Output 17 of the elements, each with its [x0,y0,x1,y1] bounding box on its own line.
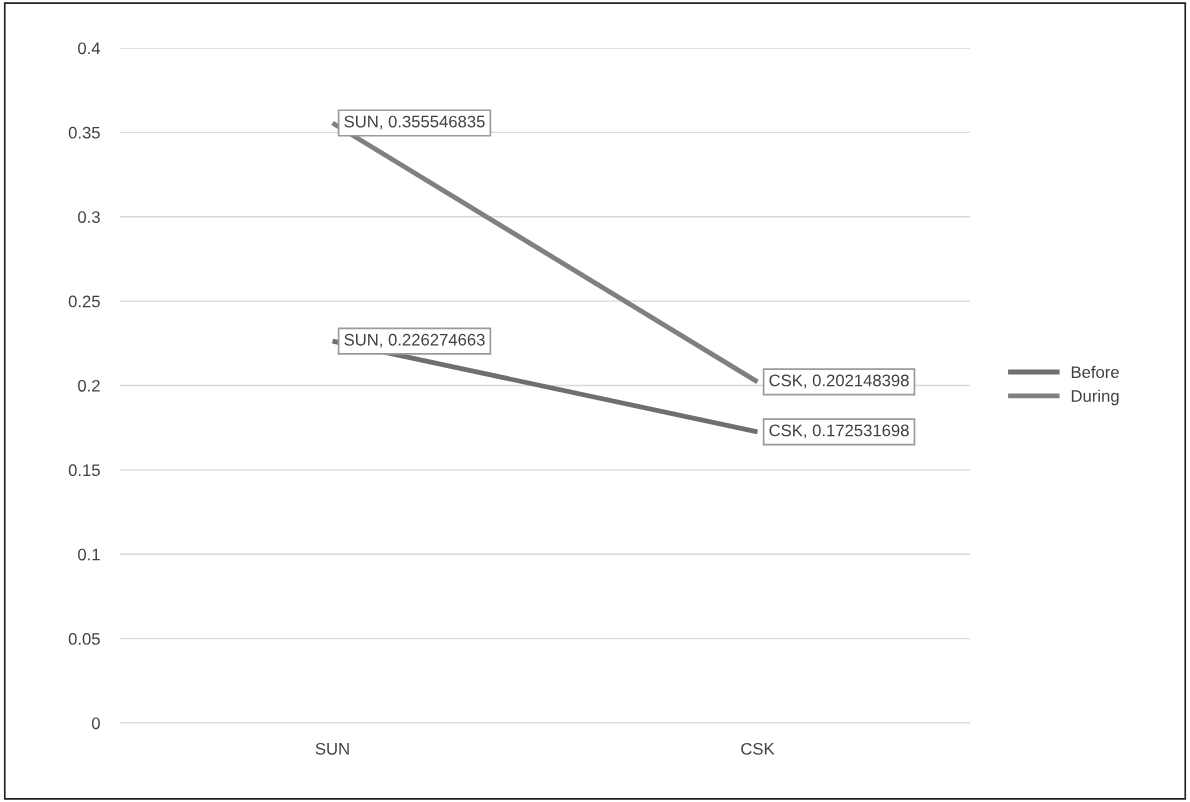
y-tick-label: 0.15 [68,464,100,477]
legend-label: During [1071,389,1119,406]
y-tick-label: 0.4 [78,42,101,55]
y-tick-label: 0.05 [68,633,100,645]
y-tick-label: 0 [91,717,100,730]
y-tick-label: 0.1 [78,548,100,561]
legend-label: Before [1071,365,1119,379]
x-tick-label: CSK [741,742,775,755]
data-label: CSK, 0.172531698 [769,424,909,439]
y-tick-label: 0.35 [68,126,100,139]
data-label: SUN, 0.226274663 [344,333,485,348]
y-tick-label: 0.2 [78,379,100,392]
data-label: CSK, 0.202148398 [769,374,909,389]
y-tick-label: 0.25 [68,295,100,308]
y-tick-label: 0.3 [78,211,100,223]
x-tick-label: SUN [315,742,349,755]
data-label: SUN, 0.355546835 [344,115,485,130]
